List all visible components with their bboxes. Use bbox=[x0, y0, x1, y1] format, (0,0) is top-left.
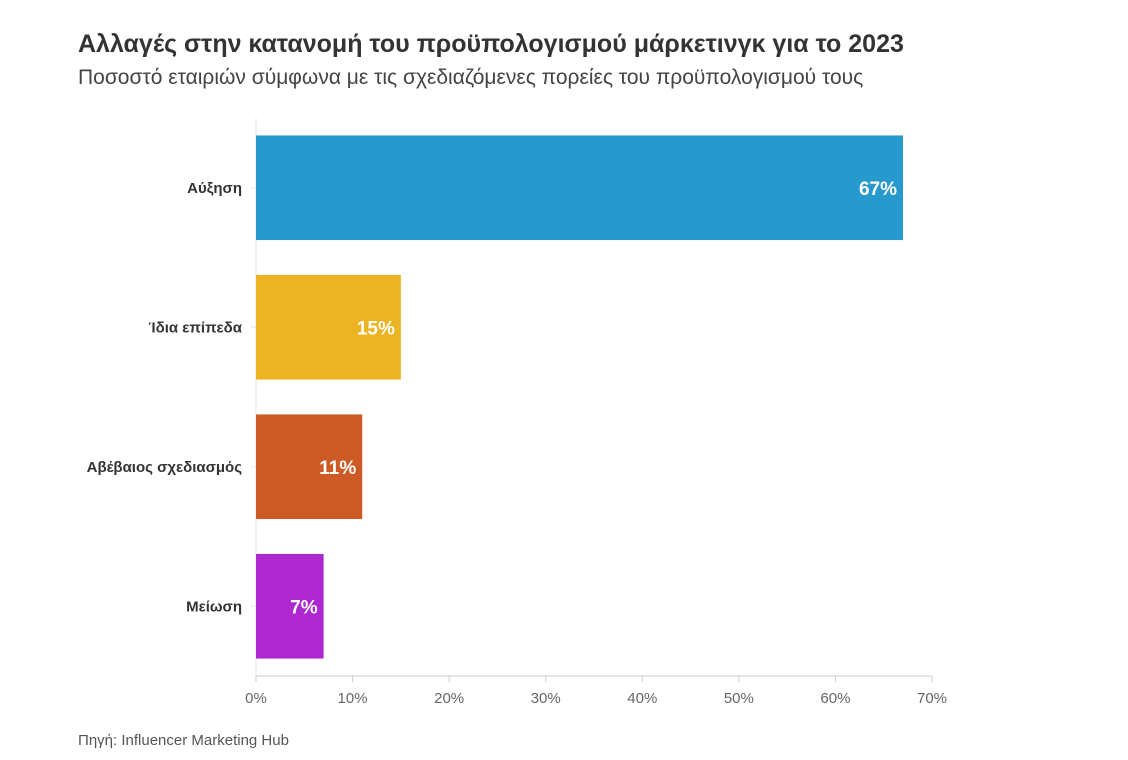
x-tick-label: 50% bbox=[724, 690, 754, 707]
x-tick-label: 60% bbox=[820, 690, 850, 707]
source-note: Πηγή: Influencer Marketing Hub bbox=[78, 732, 289, 749]
chart-title: Αλλαγές στην κατανομή του προϋπολογισμού… bbox=[78, 30, 904, 58]
x-tick-label: 10% bbox=[338, 690, 368, 707]
chart-labels: Αύξηση 67% Ίδια επίπεδα 15% Αβέβαιος σχεδιασ… bbox=[87, 177, 899, 620]
category-label: Ίδια επίπεδα bbox=[149, 319, 243, 336]
data-label: 11% bbox=[319, 458, 356, 479]
category-label: Αύξηση bbox=[187, 180, 242, 197]
bar bbox=[256, 553, 324, 659]
data-label: 7% bbox=[290, 597, 318, 618]
data-label: 15% bbox=[357, 318, 395, 339]
category-label: Μείωση bbox=[186, 598, 242, 615]
x-tick-label: 20% bbox=[434, 690, 464, 707]
bar bbox=[256, 274, 401, 380]
category-label: Αβέβαιος σχεδιασμός bbox=[87, 459, 243, 476]
x-tick-label: 0% bbox=[245, 690, 267, 707]
data-label: 67% bbox=[859, 179, 897, 200]
bar bbox=[256, 414, 363, 520]
chart-bars bbox=[256, 135, 904, 659]
x-tick-label: 30% bbox=[531, 690, 561, 707]
x-tick-label: 70% bbox=[917, 690, 947, 707]
bar bbox=[256, 135, 904, 241]
chart-subtitle: Ποσοστό εταιριών σύμφωνα με τις σχεδιαζό… bbox=[78, 66, 864, 89]
x-tick-label: 40% bbox=[627, 690, 657, 707]
